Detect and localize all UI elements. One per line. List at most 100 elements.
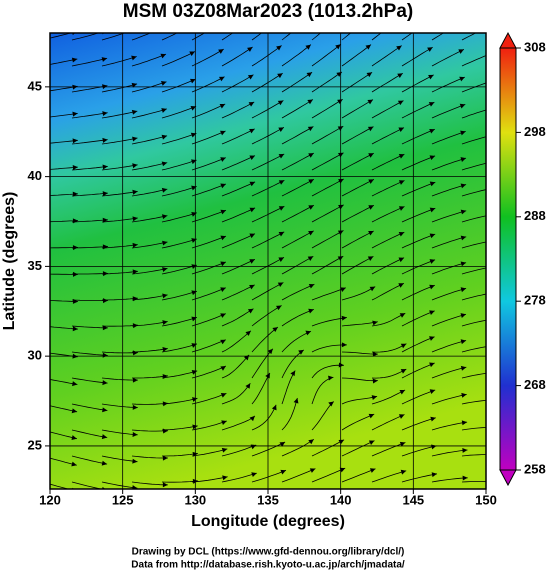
streamline bbox=[101, 191, 138, 197]
streamline bbox=[221, 181, 256, 197]
streamline-arrow bbox=[71, 461, 77, 467]
streamline-arrow bbox=[221, 420, 227, 426]
streamline bbox=[281, 152, 314, 171]
streamline-arrow bbox=[267, 348, 273, 355]
streamline bbox=[161, 480, 199, 483]
streamline bbox=[71, 299, 109, 301]
streamline bbox=[71, 325, 108, 329]
streamline-arrow bbox=[398, 414, 405, 419]
streamline-arrow bbox=[307, 126, 314, 132]
streamline-arrow bbox=[492, 370, 497, 375]
streamline-arrow bbox=[490, 77, 496, 83]
streamline bbox=[71, 246, 109, 249]
streamline-arrow bbox=[161, 134, 168, 140]
grid bbox=[50, 33, 486, 489]
streamline-arrow bbox=[189, 51, 195, 56]
streamline-arrow bbox=[132, 189, 138, 195]
streamline-arrow bbox=[490, 50, 496, 56]
streamline bbox=[461, 427, 486, 431]
y-tick-label: 35 bbox=[28, 258, 42, 273]
streamline-arrow bbox=[427, 47, 433, 52]
streamline bbox=[461, 481, 486, 483]
streamline bbox=[311, 230, 344, 249]
streamline-arrow bbox=[71, 33, 77, 36]
streamline bbox=[311, 401, 335, 431]
streamline bbox=[131, 455, 168, 459]
streamline-arrow bbox=[460, 287, 467, 293]
streamline bbox=[371, 127, 405, 145]
streamline bbox=[101, 270, 138, 275]
streamline bbox=[341, 230, 374, 249]
streamline bbox=[221, 207, 256, 223]
streamline-arrow bbox=[372, 378, 378, 384]
streamline-arrow bbox=[280, 469, 286, 475]
streamline bbox=[101, 83, 138, 93]
streamline bbox=[311, 43, 341, 67]
streamline-arrow bbox=[399, 441, 406, 447]
streamline bbox=[71, 112, 108, 119]
streamline bbox=[131, 429, 169, 432]
streamline-arrow bbox=[71, 435, 77, 441]
streamline-arrow bbox=[162, 320, 168, 325]
streamline bbox=[191, 235, 227, 249]
streamline bbox=[461, 346, 486, 353]
streamline-arrow bbox=[429, 233, 436, 239]
streamline-arrow bbox=[251, 472, 257, 478]
streamline bbox=[161, 159, 197, 171]
streamline-arrow bbox=[460, 261, 467, 267]
streamline bbox=[461, 136, 486, 145]
y-tick-label: 45 bbox=[28, 78, 42, 93]
streamline bbox=[281, 438, 315, 457]
streamline bbox=[311, 71, 343, 93]
streamline-arrow bbox=[276, 45, 282, 51]
streamline-arrow bbox=[272, 327, 278, 333]
streamline bbox=[281, 230, 314, 249]
streamline bbox=[221, 155, 256, 171]
streamline-arrow bbox=[72, 381, 78, 387]
streamline-arrow bbox=[132, 269, 138, 275]
streamline-arrow bbox=[429, 259, 436, 264]
streamline bbox=[221, 472, 257, 483]
streamline bbox=[71, 481, 103, 489]
streamline bbox=[371, 470, 407, 483]
streamline-arrow bbox=[131, 26, 138, 33]
streamline bbox=[191, 48, 224, 67]
streamline bbox=[401, 284, 435, 301]
streamline-arrow bbox=[397, 100, 404, 106]
streamline-arrow bbox=[306, 72, 313, 78]
streamline-arrow bbox=[290, 370, 296, 377]
streamline bbox=[281, 204, 315, 223]
streamline bbox=[341, 204, 375, 223]
streamline bbox=[71, 429, 108, 438]
streamline-arrow bbox=[372, 351, 378, 357]
streamline-arrow bbox=[247, 74, 254, 80]
streamline-arrow bbox=[398, 206, 405, 211]
streamline bbox=[191, 33, 206, 41]
streamline bbox=[131, 108, 167, 119]
streamline bbox=[251, 326, 279, 353]
streamline-arrow bbox=[399, 389, 406, 395]
streamline-arrow bbox=[245, 330, 251, 336]
streamline bbox=[131, 294, 168, 301]
streamline bbox=[431, 236, 467, 249]
streamline-arrow bbox=[491, 185, 497, 191]
streamline bbox=[341, 179, 375, 197]
streamline-arrow bbox=[102, 111, 108, 117]
streamline bbox=[461, 109, 486, 119]
streamline-arrow bbox=[307, 99, 313, 105]
streamline bbox=[401, 233, 436, 249]
streamline bbox=[371, 33, 382, 41]
streamline bbox=[461, 82, 486, 93]
streamline-arrow bbox=[102, 407, 108, 413]
streamline-arrow bbox=[277, 73, 283, 79]
streamline bbox=[401, 445, 437, 457]
streamline-arrow bbox=[221, 447, 228, 453]
streamline-arrow bbox=[369, 286, 376, 292]
streamline-arrow bbox=[308, 283, 315, 289]
streamline bbox=[461, 215, 486, 223]
streamline bbox=[341, 99, 374, 119]
streamline bbox=[401, 128, 435, 145]
streamline-arrow bbox=[335, 44, 341, 50]
streamline bbox=[161, 33, 178, 41]
streamline bbox=[251, 469, 287, 483]
